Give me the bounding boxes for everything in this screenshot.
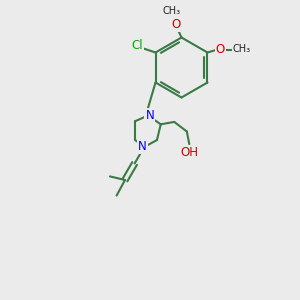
- Text: N: N: [138, 140, 147, 154]
- Text: O: O: [172, 18, 181, 32]
- Text: CH₃: CH₃: [232, 44, 251, 55]
- Text: CH₃: CH₃: [163, 6, 181, 16]
- Text: OH: OH: [181, 146, 199, 159]
- Text: N: N: [146, 109, 154, 122]
- Text: Cl: Cl: [131, 39, 143, 52]
- Text: O: O: [215, 43, 225, 56]
